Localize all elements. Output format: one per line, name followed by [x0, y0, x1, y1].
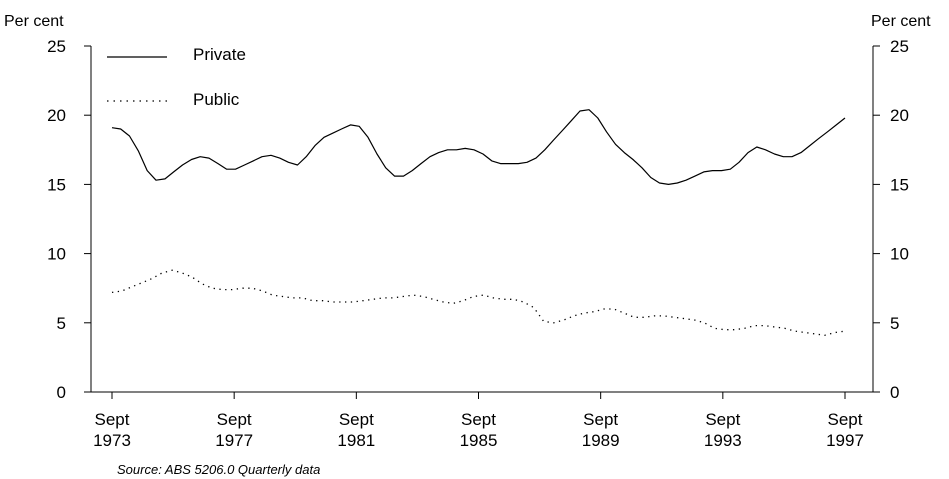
x-tick-label-year: 1997 [826, 431, 864, 450]
right-y-tick-label: 15 [890, 175, 909, 194]
x-tick-label-year: 1989 [582, 431, 620, 450]
legend-public-label: Public [193, 90, 240, 109]
series-line-private [111, 109, 846, 185]
left-y-tick-label: 5 [57, 314, 66, 333]
legend-private-label: Private [193, 45, 246, 64]
x-tick-label-year: 1981 [337, 431, 375, 450]
right-y-unit-label: Per cent [871, 13, 931, 30]
left-y-tick-label: 15 [47, 175, 66, 194]
x-tick-label-year: 1985 [460, 431, 498, 450]
left-y-tick-label: 0 [57, 383, 66, 402]
x-ticks: Sept 1973 Sept 1977 Sept 1981 Sept 1985 Sept 1989… [93, 392, 864, 450]
left-y-unit-label: Per cent [4, 13, 64, 30]
x-tick-label-year: 1973 [93, 431, 131, 450]
left-y-tick-label: 20 [47, 106, 66, 125]
series-line-public [111, 269, 846, 336]
legend: Private Public [107, 45, 246, 109]
series-group [111, 109, 846, 336]
x-tick-label-month: Sept [461, 410, 496, 429]
right-y-ticks: 0 5 10 15 20 25 [873, 37, 909, 402]
x-tick-label-year: 1977 [215, 431, 253, 450]
right-y-tick-label: 0 [890, 383, 899, 402]
left-y-tick-label: 25 [47, 37, 66, 56]
x-tick-label-month: Sept [583, 410, 618, 429]
x-tick-label-month: Sept [217, 410, 252, 429]
x-tick-label-month: Sept [95, 410, 130, 429]
source-note: Source: ABS 5206.0 Quarterly data [117, 462, 320, 477]
x-tick-label-month: Sept [828, 410, 863, 429]
left-y-ticks: 0 5 10 15 20 25 [47, 37, 91, 402]
x-tick-label-year: 1993 [704, 431, 742, 450]
right-y-tick-label: 5 [890, 314, 899, 333]
x-tick-label-month: Sept [705, 410, 740, 429]
right-y-tick-label: 25 [890, 37, 909, 56]
right-y-tick-label: 20 [890, 106, 909, 125]
left-y-tick-label: 10 [47, 245, 66, 264]
right-y-tick-label: 10 [890, 245, 909, 264]
x-tick-label-month: Sept [339, 410, 374, 429]
